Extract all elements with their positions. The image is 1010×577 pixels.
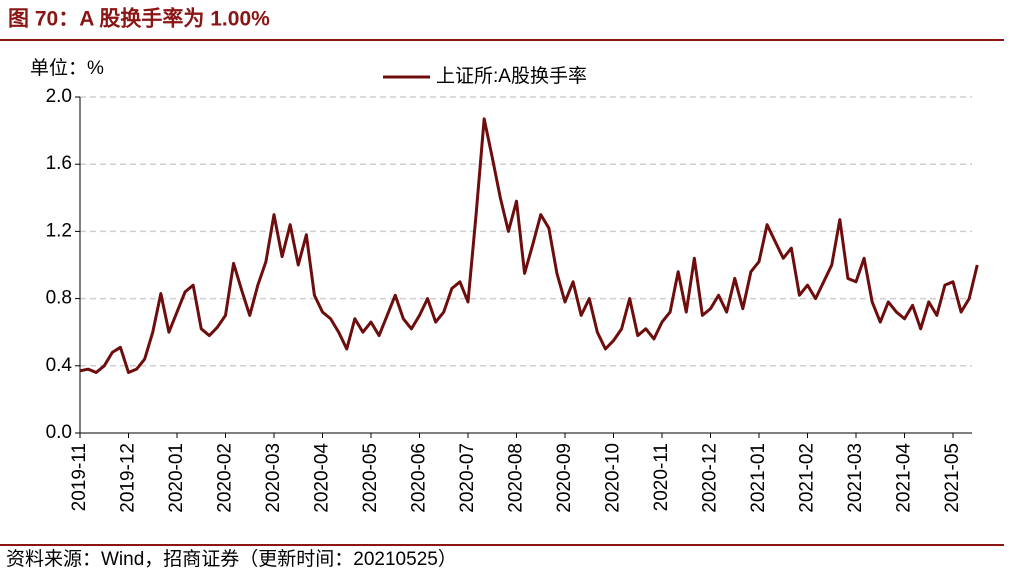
source-note: 资料来源：Wind，招商证券（更新时间：20210525）: [6, 548, 457, 570]
x-tick-label: 2020-09: [554, 443, 575, 513]
y-tick-label: 0.4: [46, 355, 73, 376]
y-tick-label: 1.6: [46, 153, 72, 174]
x-tick-label: 2020-12: [700, 443, 721, 513]
x-tick-label: 2020-08: [506, 443, 527, 513]
x-tick-label: 2020-03: [263, 443, 284, 513]
unit-label: 单位：%: [30, 57, 104, 79]
x-tick-label: 2020-01: [166, 443, 187, 513]
x-tick-label: 2021-02: [797, 443, 818, 513]
legend-label: 上证所:A股换手率: [436, 65, 587, 87]
x-tick-label: 2020-05: [360, 443, 381, 513]
x-tick-label: 2020-11: [651, 443, 672, 511]
chart-title: 图 70：A 股换手率为 1.00%: [8, 7, 270, 31]
y-tick-label: 0.8: [46, 288, 72, 309]
x-tick-label: 2021-01: [748, 443, 769, 513]
x-tick-label: 2020-04: [312, 443, 333, 513]
x-tick-label: 2020-06: [409, 443, 430, 513]
x-tick-label: 2019-11: [69, 443, 90, 511]
x-tick-label: 2021-04: [894, 443, 915, 513]
y-tick-label: 0.0: [46, 422, 72, 443]
y-tick-label: 2.0: [46, 86, 72, 107]
x-tick-label: 2019-12: [118, 443, 139, 513]
x-tick-label: 2020-10: [603, 443, 624, 513]
x-tick-label: 2020-02: [215, 443, 236, 513]
y-tick-label: 1.2: [46, 220, 72, 241]
x-tick-label: 2021-03: [845, 443, 866, 513]
x-tick-label: 2021-05: [942, 443, 963, 513]
x-tick-label: 2020-07: [457, 443, 478, 513]
data-line: [79, 117, 979, 375]
